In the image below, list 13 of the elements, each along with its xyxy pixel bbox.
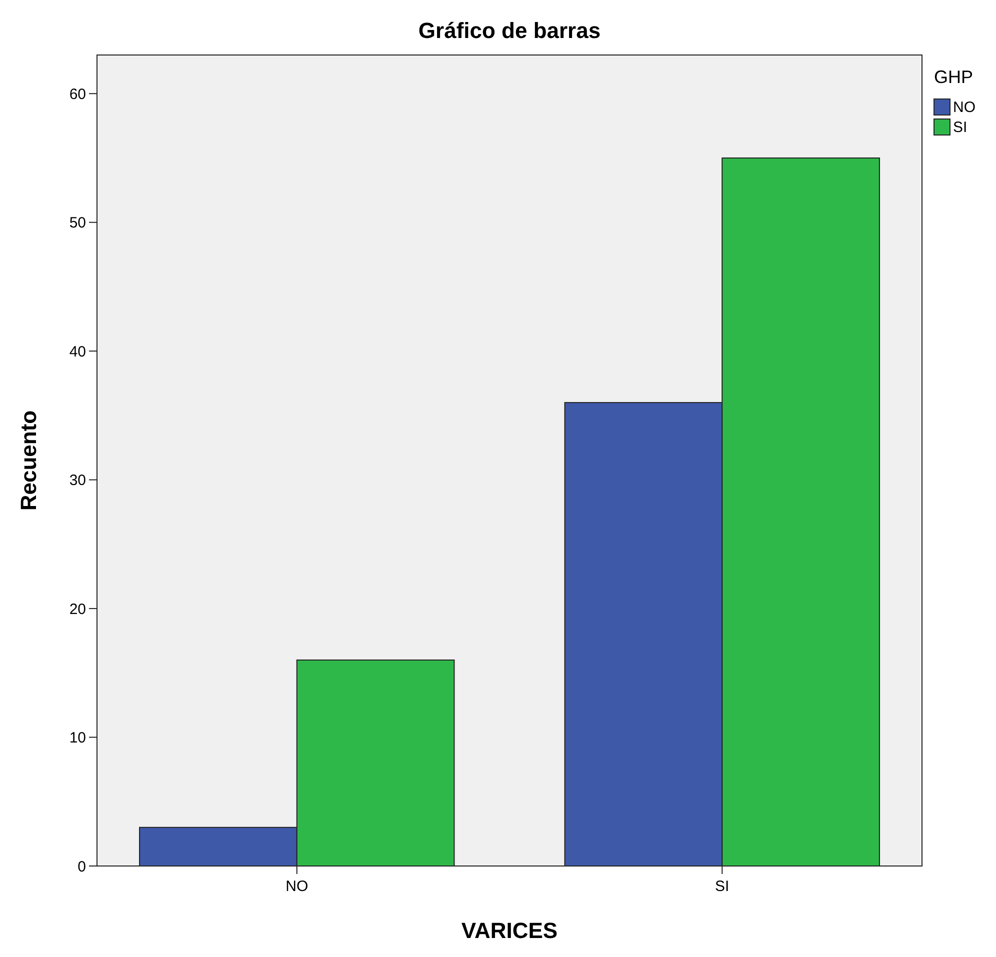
legend-label: NO [953, 99, 976, 116]
y-tick-label: 10 [69, 730, 86, 747]
y-tick-label: 30 [69, 472, 86, 490]
y-tick-label: 60 [69, 86, 86, 103]
x-axis-title: VARICES [461, 918, 558, 943]
y-axis-title: Recuento [16, 410, 41, 511]
y-tick-label: 0 [78, 858, 86, 876]
y-tick-label: 20 [69, 600, 86, 618]
chart-title: Gráfico de barras [418, 18, 601, 43]
y-tick-label: 40 [69, 343, 86, 360]
y-tick-label: 50 [69, 214, 86, 232]
legend-label: SI [953, 119, 968, 136]
legend-title: GHP [934, 67, 974, 87]
